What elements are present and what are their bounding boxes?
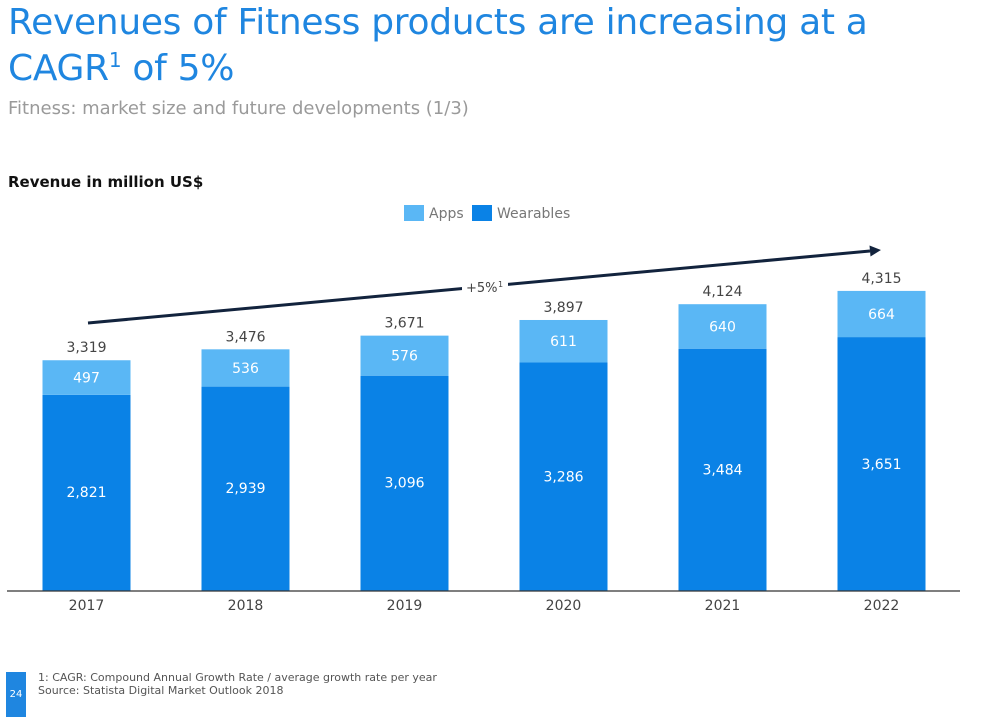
- bar-wearables-2018: [201, 386, 290, 591]
- x-tick-label: 2019: [387, 598, 423, 614]
- footnote-cagr: 1: CAGR: Compound Annual Growth Rate / a…: [38, 671, 437, 684]
- data-label-total: 3,319: [66, 340, 106, 356]
- data-label-wearables: 3,096: [384, 476, 424, 492]
- data-label-wearables: 3,484: [702, 463, 742, 479]
- title-cagr-value: of 5%: [121, 48, 235, 89]
- bar-apps-2021: [678, 304, 767, 349]
- data-label-total: 4,315: [861, 271, 901, 287]
- bar-apps-2017: [42, 360, 131, 395]
- bar-wearables-2019: [360, 375, 449, 591]
- trend-label-background: [462, 278, 508, 296]
- footnote: 1: CAGR: Compound Annual Growth Rate / a…: [38, 671, 437, 697]
- x-tick-label: 2017: [69, 598, 105, 614]
- x-tick-label: 2020: [546, 598, 582, 614]
- title-line-2: CAGR1 of 5%: [8, 46, 968, 92]
- legend-swatch-wearables: [472, 205, 492, 221]
- data-label-apps: 664: [868, 307, 895, 323]
- legend-label-apps: Apps: [429, 206, 464, 222]
- data-label-apps: 640: [709, 319, 736, 335]
- data-label-total: 3,897: [543, 300, 583, 316]
- page-title: Revenues of Fitness products are increas…: [8, 0, 968, 92]
- bar-wearables-2021: [678, 348, 767, 591]
- stacked-bar-chart: Apps Wearables 2,821 497 3,319 2017 2,939 536 3,…: [7, 205, 960, 614]
- legend-swatch-apps: [404, 205, 424, 221]
- data-label-wearables: 2,821: [66, 485, 106, 501]
- page-subtitle: Fitness: market size and future developm…: [8, 98, 469, 119]
- data-label-apps: 497: [73, 371, 100, 387]
- bar-wearables-2020: [519, 362, 608, 591]
- y-axis-label: Revenue in million US$: [8, 173, 204, 191]
- bar-apps-2020: [519, 319, 608, 363]
- x-tick-label: 2022: [864, 598, 900, 614]
- x-tick-label: 2018: [228, 598, 264, 614]
- data-label-wearables: 3,651: [861, 457, 901, 473]
- title-cagr: CAGR: [8, 48, 109, 89]
- data-label-apps: 611: [550, 334, 577, 350]
- bar-apps-2019: [360, 335, 449, 376]
- legend-label-wearables: Wearables: [497, 206, 570, 222]
- data-label-wearables: 2,939: [225, 481, 265, 497]
- trend-label: +5%: [466, 281, 498, 296]
- data-label-apps: 536: [232, 361, 259, 377]
- bar-apps-2018: [201, 349, 290, 387]
- data-label-total: 3,671: [384, 316, 424, 332]
- data-label-total: 3,476: [225, 329, 265, 345]
- bar-wearables-2017: [42, 394, 131, 591]
- bar-apps-2022: [837, 290, 926, 338]
- data-label-wearables: 3,286: [543, 469, 583, 485]
- cagr-trend-arrow-head: [869, 245, 881, 257]
- page-number-badge: 24: [6, 672, 26, 717]
- data-label-apps: 576: [391, 349, 418, 365]
- trend-label-footnote-marker: 1: [498, 280, 503, 289]
- data-label-total: 4,124: [702, 284, 742, 300]
- title-footnote-marker: 1: [108, 48, 122, 72]
- title-line-1: Revenues of Fitness products are increas…: [8, 2, 868, 43]
- x-tick-label: 2021: [705, 598, 741, 614]
- footnote-source: Source: Statista Digital Market Outlook …: [38, 684, 284, 697]
- bar-wearables-2022: [837, 337, 926, 591]
